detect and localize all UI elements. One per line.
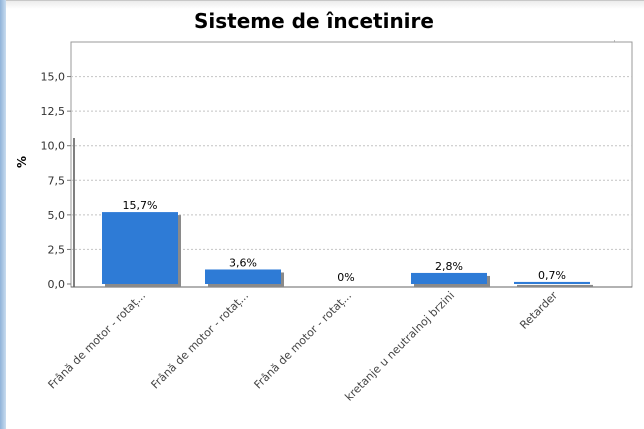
data-label: 3,6% [229, 256, 257, 269]
data-label: 2,8% [435, 260, 463, 273]
category-label: Frână de motor - rotaț... [149, 289, 252, 392]
y-axis-label: % [15, 156, 29, 168]
y-tick-label: 15,0 [41, 71, 66, 84]
category-label: kretanje u neutralnoj brzini [342, 289, 457, 404]
bars [102, 212, 593, 287]
data-label: 0% [337, 271, 354, 284]
y-tick-label: 7,5 [48, 174, 66, 187]
window-top-border [6, 0, 644, 9]
y-tick-label: 2,5 [48, 243, 66, 256]
category-label: Retarder [517, 289, 560, 332]
bar-shadow [517, 284, 593, 287]
data-label: 0,7% [538, 269, 566, 282]
chart-title: Sisteme de încetinire [194, 9, 434, 33]
y-tick-label: 12,5 [41, 105, 66, 118]
data-label: 15,7% [123, 199, 158, 212]
bar [411, 272, 487, 284]
y-tick-label: 5,0 [48, 209, 66, 222]
category-label: Frână de motor - rotaț... [252, 289, 355, 392]
x-axis-categories: Frână de motor - rotaț... Frână de motor … [46, 289, 561, 404]
window-left-border [0, 0, 6, 429]
category-label: Frână de motor - rotaț... [46, 289, 149, 392]
bar [102, 212, 178, 284]
y-axis-ticks: 0,0 2,5 5,0 7,5 10,0 12,5 15,0 [41, 71, 71, 291]
bar [205, 269, 281, 284]
y-tick-label: 10,0 [41, 140, 66, 153]
bar [514, 281, 590, 284]
y-tick-label: 0,0 [48, 278, 66, 291]
data-labels: 15,7% 3,6% 0% 2,8% 0,7% [123, 199, 566, 284]
